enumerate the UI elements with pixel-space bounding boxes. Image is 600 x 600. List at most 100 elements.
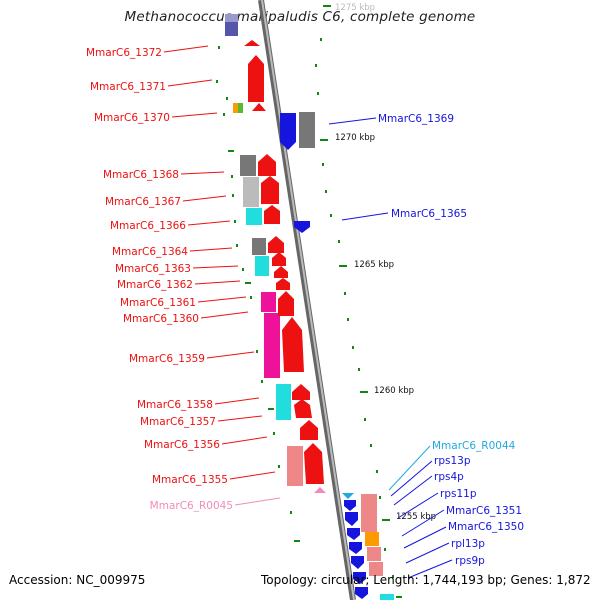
- gene-arrow-mmarc6-1365: [294, 221, 310, 233]
- gene-arrow-mmarc6-1362: [274, 266, 288, 278]
- gene-label-rps4p[interactable]: rps4p: [434, 471, 464, 483]
- gene-label-mmarc6-1367[interactable]: MmarC6_1367: [105, 196, 181, 208]
- minor-tick: [322, 163, 324, 166]
- gene-arrow-mmarc6-1369: [280, 113, 296, 150]
- gene-label-mmarc6-1371[interactable]: MmarC6_1371: [90, 81, 166, 93]
- gene-arrow-rpl13p: [353, 572, 366, 584]
- minor-tick: [223, 113, 225, 116]
- minor-tick: [218, 46, 220, 49]
- forward-genes: [244, 40, 326, 493]
- cog-block: [367, 547, 381, 561]
- accession-text: Accession: NC_009975: [9, 573, 146, 587]
- gene-label-mmarc6-1362[interactable]: MmarC6_1362: [117, 279, 193, 291]
- minor-tick: [245, 282, 251, 284]
- cog-block: [287, 446, 303, 486]
- gene-arrow-mmarc6-1361: [276, 278, 290, 290]
- gene-arrow-mmarc6-1350: [351, 556, 364, 569]
- gene-label-mmarc6-1360[interactable]: MmarC6_1360: [123, 313, 199, 325]
- minor-tick: [256, 350, 258, 353]
- cog-block: [276, 384, 291, 420]
- scale-label: 1260 kbp: [374, 386, 414, 396]
- minor-tick: [358, 368, 360, 371]
- minor-tick: [234, 220, 236, 223]
- gene-label-mmarc6-1368[interactable]: MmarC6_1368: [103, 169, 179, 181]
- gene-label-rps9p[interactable]: rps9p: [455, 555, 485, 567]
- gene-label-rpl13p[interactable]: rpl13p: [451, 538, 485, 550]
- gene-arrow-rps11p: [347, 528, 360, 540]
- minor-tick: [344, 292, 346, 295]
- minor-tick: [228, 150, 234, 152]
- cog-block: [365, 532, 379, 546]
- gene-arrow-mmarc6-r0044: [342, 493, 354, 499]
- cog-block: [233, 103, 238, 113]
- minor-tick: [315, 64, 317, 67]
- gene-arrow-mmarc6-1358: [292, 384, 310, 400]
- minor-tick: [216, 80, 218, 83]
- minor-tick: [294, 540, 300, 542]
- gene-label-rps13p[interactable]: rps13p: [434, 455, 471, 467]
- map-title: Methanococcus maripaludis C6, complete g…: [124, 9, 476, 25]
- minor-tick: [261, 380, 263, 383]
- gene-label-mmarc6-1370[interactable]: MmarC6_1370: [94, 112, 170, 124]
- gene-label-mmarc6-1351[interactable]: MmarC6_1351: [446, 505, 522, 517]
- gene-label-mmarc6-r0045[interactable]: MmarC6_R0045: [150, 500, 233, 512]
- gene-arrow-mmarc6-1370: [252, 103, 266, 111]
- gene-arrow-mmarc6-1372: [244, 40, 260, 46]
- cog-block: [299, 112, 315, 148]
- gene-arrow-mmarc6-1364: [268, 236, 284, 253]
- gene-label-mmarc6-1358[interactable]: MmarC6_1358: [137, 399, 213, 411]
- gene-arrow-mmarc6-r0045: [314, 487, 326, 493]
- minor-tick: [273, 432, 275, 435]
- gene-label-mmarc6-1369[interactable]: MmarC6_1369: [378, 113, 454, 125]
- gene-label-mmarc6-1356[interactable]: MmarC6_1356: [144, 439, 220, 451]
- gene-arrow-mmarc6-1356: [300, 420, 318, 440]
- gene-label-rps11p[interactable]: rps11p: [440, 488, 477, 500]
- minor-tick: [396, 596, 402, 598]
- scale-label: 1275 kbp: [335, 3, 375, 13]
- gene-label-mmarc6-1359[interactable]: MmarC6_1359: [129, 353, 205, 365]
- gene-arrow-mmarc6-1355: [304, 443, 324, 484]
- gene-label-mmarc6-1363[interactable]: MmarC6_1363: [115, 263, 191, 275]
- minor-tick: [352, 346, 354, 349]
- gene-arrow-mmarc6-1351: [349, 542, 362, 554]
- gene-arrow-mmarc6-1360: [278, 291, 294, 316]
- minor-tick: [384, 548, 386, 551]
- cog-block: [252, 238, 266, 255]
- cog-block: [261, 292, 276, 312]
- scale-label: 1270 kbp: [335, 133, 375, 143]
- minor-tick: [338, 240, 340, 243]
- reverse-genes: [280, 112, 394, 600]
- minor-tick: [376, 470, 378, 473]
- right-leaders: [328, 117, 453, 579]
- cog-block: [243, 177, 259, 207]
- cog-block: [264, 313, 280, 378]
- gene-label-mmarc6-1361[interactable]: MmarC6_1361: [120, 297, 196, 309]
- cog-block: [225, 14, 238, 22]
- minor-tick: [268, 408, 274, 410]
- minor-tick: [330, 214, 332, 217]
- cog-block: [255, 256, 269, 276]
- gene-arrow-mmarc6-1368: [258, 154, 276, 176]
- gene-arrow-mmarc6-1367: [261, 176, 279, 204]
- genome-backbone-highlight: [261, 0, 355, 600]
- gene-label-mmarc6-1355[interactable]: MmarC6_1355: [152, 474, 228, 486]
- minor-tick: [364, 418, 366, 421]
- minor-tick: [290, 511, 292, 514]
- minor-ticks: [216, 38, 402, 598]
- gene-label-mmarc6-r0044[interactable]: MmarC6_R0044: [432, 440, 516, 452]
- gene-arrow-rps13p: [344, 500, 356, 511]
- minor-tick: [232, 194, 234, 197]
- gene-label-mmarc6-1364[interactable]: MmarC6_1364: [112, 246, 188, 258]
- minor-tick: [325, 190, 327, 193]
- gene-arrow-mmarc6-1371: [248, 55, 264, 102]
- gene-label-mmarc6-1350[interactable]: MmarC6_1350: [448, 521, 524, 533]
- scale-label: 1255 kbp: [396, 512, 436, 522]
- minor-tick: [250, 296, 252, 299]
- gene-label-mmarc6-1366[interactable]: MmarC6_1366: [110, 220, 186, 232]
- gene-label-mmarc6-1372[interactable]: MmarC6_1372: [86, 47, 162, 59]
- gene-arrow-mmarc6-1366: [264, 205, 280, 224]
- cog-block: [240, 155, 256, 176]
- gene-label-mmarc6-1365[interactable]: MmarC6_1365: [391, 208, 467, 220]
- gene-label-mmarc6-1357[interactable]: MmarC6_1357: [140, 416, 216, 428]
